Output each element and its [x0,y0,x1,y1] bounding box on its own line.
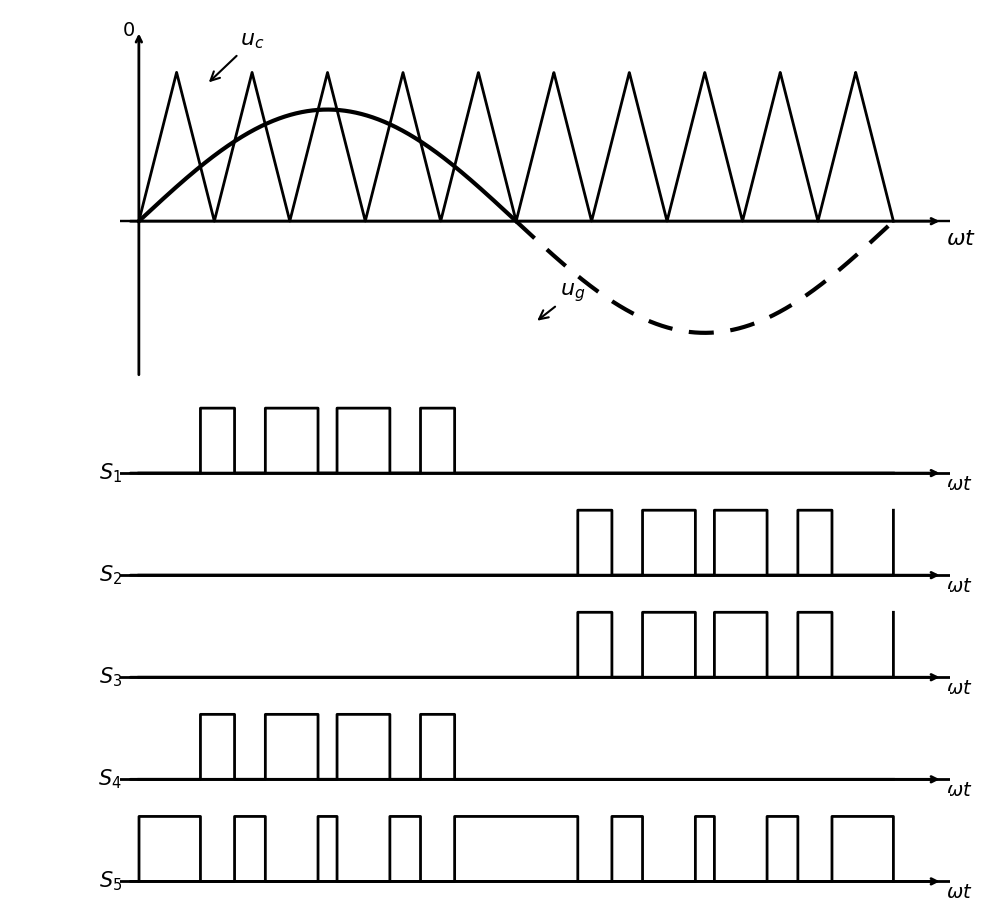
Text: $S_4$: $S_4$ [98,768,122,791]
Text: $\omega t$: $\omega t$ [946,679,973,698]
Text: $\omega t$: $\omega t$ [946,781,973,800]
Text: $S_5$: $S_5$ [99,869,122,893]
Text: $u_g$: $u_g$ [539,282,585,319]
Text: $\omega t$: $\omega t$ [946,229,976,249]
Text: $\omega t$: $\omega t$ [946,577,973,596]
Text: $S_3$: $S_3$ [99,665,122,689]
Text: $\omega t$: $\omega t$ [946,474,973,494]
Text: $S_1$: $S_1$ [99,462,122,485]
Text: $S_2$: $S_2$ [99,563,122,587]
Text: $\omega t$: $\omega t$ [946,883,973,902]
Text: $0$: $0$ [122,21,135,41]
Text: $u_c$: $u_c$ [210,31,264,80]
